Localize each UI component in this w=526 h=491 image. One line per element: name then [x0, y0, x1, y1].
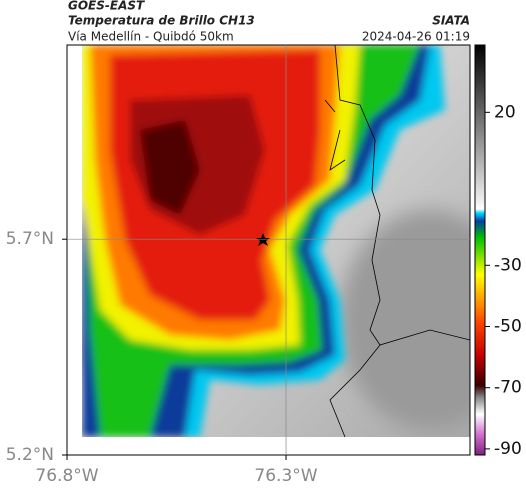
agency: SIATA — [432, 14, 470, 28]
colorbar-tick-label: -90 — [494, 439, 522, 459]
source: GOES-EAST — [68, 0, 145, 13]
region: Vía Medellín - Quibdó 50km — [68, 30, 234, 44]
timestamp: 2024-04-26 01:19 — [362, 30, 470, 44]
map-frame — [66, 44, 471, 456]
product: Temperatura de Brillo CH13 — [68, 14, 255, 28]
colorbar-tick-label: 20 — [494, 102, 516, 122]
x-tick-label: 76.3°W — [254, 466, 317, 486]
y-tick-label: 5.7°N — [6, 229, 54, 249]
axes: 76.8°W 76.3°W 5.2°N 5.7°N — [6, 45, 470, 486]
y-tick-label: 5.2°N — [6, 445, 54, 465]
satellite-image — [82, 45, 470, 437]
colorbar-tick-label: -50 — [494, 316, 522, 336]
colorbar-tick-label: -30 — [494, 255, 522, 275]
colorbar-tick-label: -70 — [494, 378, 522, 398]
colorbar-ticks: 20 -30 -50 -70 -90 — [485, 102, 522, 459]
x-tick-label: 76.8°W — [35, 466, 98, 486]
colorbar — [474, 44, 486, 456]
